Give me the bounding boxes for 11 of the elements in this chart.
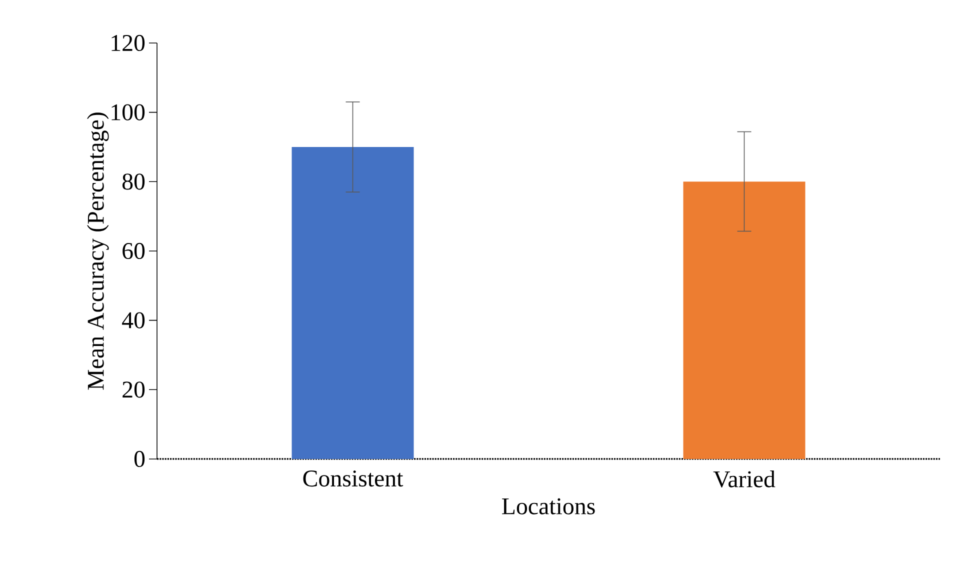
y-tick-label: 120: [112, 34, 145, 52]
x-tick-label: Varied: [713, 470, 776, 488]
y-tick-label: 0: [134, 450, 145, 468]
y-tick-label: 20: [122, 382, 145, 398]
y-axis-title: Mean Accuracy (Percentage): [87, 112, 109, 390]
y-tick-label: 80: [122, 174, 145, 190]
y-tick-label: 60: [122, 242, 145, 260]
y-tick-label: 100: [112, 104, 145, 120]
x-tick-label: Consistent: [303, 470, 404, 487]
x-axis-title: Locations: [502, 498, 595, 514]
y-tick-label: 40: [122, 312, 145, 328]
